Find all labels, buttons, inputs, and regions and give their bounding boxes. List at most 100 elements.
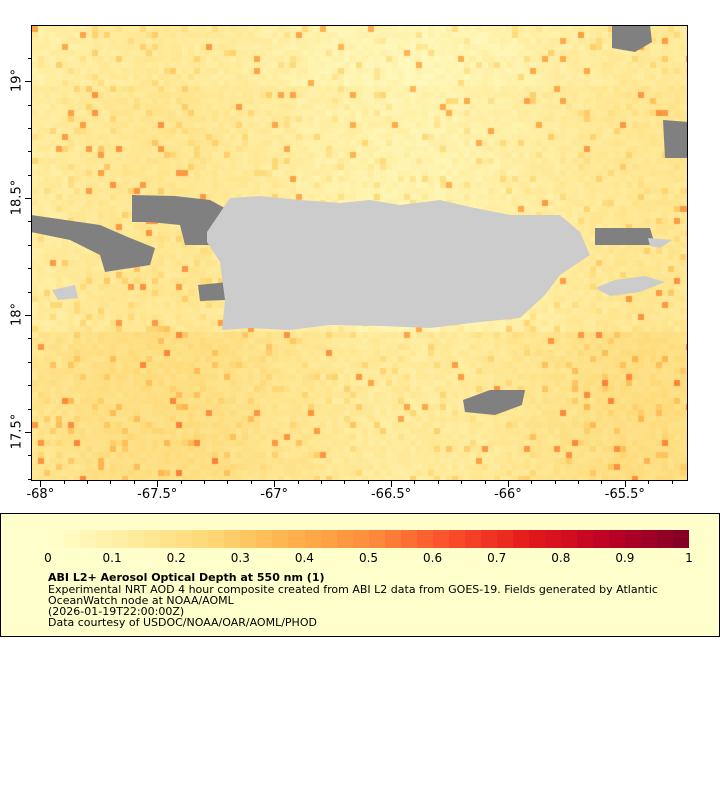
no-data-patch <box>32 215 155 272</box>
colorbar-bin <box>496 530 513 548</box>
colorbar-bin <box>128 530 145 548</box>
y-tick <box>28 338 31 340</box>
colorbar-label: 0.8 <box>551 551 571 565</box>
x-tick <box>391 481 393 487</box>
x-tick <box>461 481 463 484</box>
y-tick <box>25 198 31 200</box>
y-tick <box>25 81 31 83</box>
colorbar-bin <box>240 530 257 548</box>
colorbar-label: 0.6 <box>423 551 443 565</box>
x-tick <box>671 481 673 484</box>
y-tick-label: 18° <box>9 302 25 326</box>
colorbar-bin <box>625 530 642 548</box>
x-tick <box>601 481 603 484</box>
colorbar-bin <box>657 530 674 548</box>
legend-panel: 0 0.1 0.2 0.3 0.4 0.5 0.6 0.7 0.8 0.9 1 ABI L2+ Ae… <box>0 513 720 637</box>
x-tick <box>227 481 229 484</box>
y-tick <box>28 244 31 246</box>
x-tick <box>648 481 650 484</box>
colorbar-bin <box>192 530 209 548</box>
y-tick <box>28 385 31 387</box>
x-tick <box>554 481 556 484</box>
y-tick <box>28 408 31 410</box>
x-tick <box>414 481 416 484</box>
x-tick <box>110 481 112 484</box>
colorbar-bin <box>80 530 97 548</box>
colorbar-bin <box>144 530 161 548</box>
colorbar-label: 0.3 <box>230 551 250 565</box>
map-overlay <box>32 26 687 415</box>
colorbar-bin <box>577 530 594 548</box>
legend-time: (2026-01-19T22:00:00Z) <box>48 605 185 618</box>
aod-map[interactable] <box>31 25 688 481</box>
x-tick-label: -67.5° <box>137 487 178 502</box>
x-tick <box>437 481 439 484</box>
x-tick <box>87 481 89 484</box>
no-data-patch <box>198 282 228 301</box>
colorbar-bin <box>512 530 529 548</box>
y-tick <box>28 291 31 293</box>
y-tick <box>28 361 31 363</box>
x-tick <box>507 481 509 487</box>
colorbar-bin <box>432 530 449 548</box>
y-tick <box>25 314 31 316</box>
y-tick-label: 18.5° <box>9 179 25 216</box>
y-tick-label: 17.5° <box>9 413 25 450</box>
colorbar-bin <box>304 530 321 548</box>
x-tick-label: -67° <box>260 487 289 502</box>
colorbar-bin <box>528 530 545 548</box>
colorbar-bin <box>368 530 385 548</box>
colorbar-bin <box>480 530 497 548</box>
y-tick <box>28 57 31 59</box>
x-tick-label: -65.5° <box>604 487 645 502</box>
x-tick <box>250 481 252 484</box>
x-tick <box>157 481 159 487</box>
colorbar-bin <box>112 530 129 548</box>
x-tick-label: -66° <box>494 487 522 502</box>
no-data-patch <box>663 120 687 158</box>
colorbar-bin <box>208 530 225 548</box>
puerto-rico-land <box>207 196 590 330</box>
x-tick-label: -68° <box>26 487 55 502</box>
legend-credit: Data courtesy of USDOC/NOAA/OAR/AOML/PHO… <box>48 616 317 629</box>
colorbar-bin <box>256 530 273 548</box>
colorbar-bin <box>464 530 481 548</box>
colorbar-bin <box>48 530 65 548</box>
colorbar-bin <box>96 530 113 548</box>
x-tick <box>320 481 322 484</box>
colorbar-bin <box>320 530 337 548</box>
colorbar-bin <box>64 530 81 548</box>
colorbar-bin <box>272 530 289 548</box>
colorbar-label: 0.7 <box>487 551 507 565</box>
x-tick <box>274 481 276 487</box>
colorbar-label: 0.5 <box>358 551 379 565</box>
y-tick <box>28 174 31 176</box>
x-tick <box>344 481 346 484</box>
x-tick <box>367 481 369 484</box>
no-data-patch <box>463 390 525 415</box>
y-tick <box>28 127 31 129</box>
x-tick <box>63 481 65 484</box>
y-tick <box>28 268 31 270</box>
colorbar-bin <box>160 530 177 548</box>
colorbar-label: 1 <box>685 551 693 565</box>
colorbar-bin <box>641 530 658 548</box>
legend-desc-2: OceanWatch node at NOAA/AOML <box>48 594 234 607</box>
colorbar-bin <box>593 530 610 548</box>
x-tick <box>297 481 299 484</box>
colorbar-bin <box>288 530 305 548</box>
colorbar-bin <box>176 530 193 548</box>
colorbar-bin <box>336 530 353 548</box>
no-data-patch <box>612 26 652 52</box>
mona-land <box>52 285 78 300</box>
x-tick <box>133 481 135 484</box>
x-tick <box>180 481 182 484</box>
colorbar-bin <box>384 530 401 548</box>
x-tick-label: -66.5° <box>370 487 412 502</box>
y-tick <box>25 431 31 433</box>
x-tick <box>204 481 206 484</box>
colorbar-label: 0.4 <box>294 551 314 565</box>
y-tick <box>28 104 31 106</box>
x-tick <box>484 481 486 484</box>
y-tick-label: 19° <box>9 69 25 93</box>
